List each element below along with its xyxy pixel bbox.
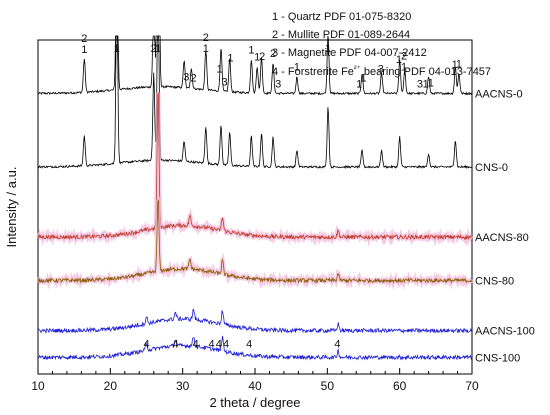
x-tick-label: 70: [465, 379, 479, 393]
peak-annotation: 4: [334, 338, 340, 350]
series-labels: AACNS-0 CNS-0 AACNS-80 CNS-80 AACNS-100 CNS-1…: [475, 88, 535, 364]
peak-annotation: 4: [216, 338, 222, 350]
peak-annotation: 3: [183, 71, 189, 83]
peak-annotation: 1: [456, 58, 462, 70]
peak-annotation: 1: [428, 77, 434, 89]
peak-annotation: 3: [417, 78, 423, 90]
legend-entry-quartz: 1 - Quartz PDF 01-075-8320: [272, 11, 411, 23]
peak-annotation: 3: [378, 64, 384, 76]
series-layer: [36, 35, 474, 361]
peak-annotation: 2: [270, 48, 276, 60]
peak-annotation: 2: [190, 72, 196, 84]
series-line-cns-80: [37, 199, 473, 285]
peak-annotation: 4: [223, 338, 229, 350]
peak-annotation: 4: [246, 338, 252, 350]
peak-annotation: 1: [452, 59, 458, 71]
series-label-aacns-0: AACNS-0: [475, 88, 523, 100]
peak-annotation: 2: [203, 32, 209, 44]
peak-annotation: 1: [114, 43, 120, 55]
legend-entry-mullite: 2 - Mullite PDF 01-089-2644: [272, 29, 410, 41]
x-axis: 10 20 30 40 50 60 70: [31, 368, 479, 393]
peak-annotation: 3: [275, 78, 281, 90]
x-axis-title: 2 theta / degree: [209, 395, 300, 410]
peak-annotation: 1: [356, 78, 362, 90]
legend: 1 - Quartz PDF 01-075-8320 2 - Mullite P…: [272, 11, 491, 78]
peak-annotation: 1: [325, 43, 331, 55]
peak-annotation: 1: [81, 44, 87, 56]
x-tick-label: 10: [31, 379, 45, 393]
peak-annotation: 1: [203, 43, 209, 55]
x-tick-label: 30: [176, 379, 190, 393]
x-tick-label: 20: [104, 379, 118, 393]
peak-annotation: 4: [193, 338, 199, 350]
series-line-aacns-80: [37, 92, 473, 241]
peak-annotation: 1: [155, 43, 161, 55]
peak-annotation: 4: [209, 338, 215, 350]
series-label-cns-80: CNS-80: [475, 275, 514, 287]
x-tick-label: 50: [321, 379, 335, 393]
series-line-cns-100: [37, 335, 473, 361]
legend-entry-magnetite: 3 - Magnetite PDF 04-007-2412: [272, 47, 427, 59]
peak-annotation: 1: [360, 73, 366, 85]
series-label-cns-0: CNS-0: [475, 162, 508, 174]
peak-annotation: 3: [222, 76, 228, 88]
series-line-cns-0: [37, 35, 473, 170]
peak-annotation: 1: [396, 54, 402, 66]
series-label-cns-100: CNS-100: [475, 352, 520, 364]
series-line-aacns-100: [38, 308, 473, 334]
peak-annotation: 1: [254, 51, 260, 63]
legend-entry-forsterite: 4 - Forstrerite Fe²⁺ bearing PDF 04-013-…: [272, 64, 491, 78]
peak-annotation: 2: [151, 43, 157, 55]
peak-annotation: 1: [401, 61, 407, 73]
x-tick-label: 60: [393, 379, 407, 393]
peak-annotation: 2: [81, 33, 87, 45]
series-label-aacns-80: AACNS-80: [475, 232, 529, 244]
peak-annotation: 1: [423, 78, 429, 90]
x-tick-label: 40: [248, 379, 262, 393]
peak-annotation: 4: [143, 338, 149, 350]
peak-annotation: 1: [248, 44, 254, 56]
peak-annotation: 2: [401, 50, 407, 62]
y-axis-title: Intensity / a.u.: [4, 167, 19, 248]
peak-annotation: 1: [294, 62, 300, 74]
peak-annotation: 4: [172, 338, 178, 350]
series-line-aacns-0: [37, 35, 473, 96]
peak-annotation: 1: [227, 52, 233, 64]
peak-annotation: 2: [259, 51, 265, 63]
series-label-aacns-100: AACNS-100: [475, 326, 535, 338]
peak-annotation: 1: [216, 63, 222, 75]
